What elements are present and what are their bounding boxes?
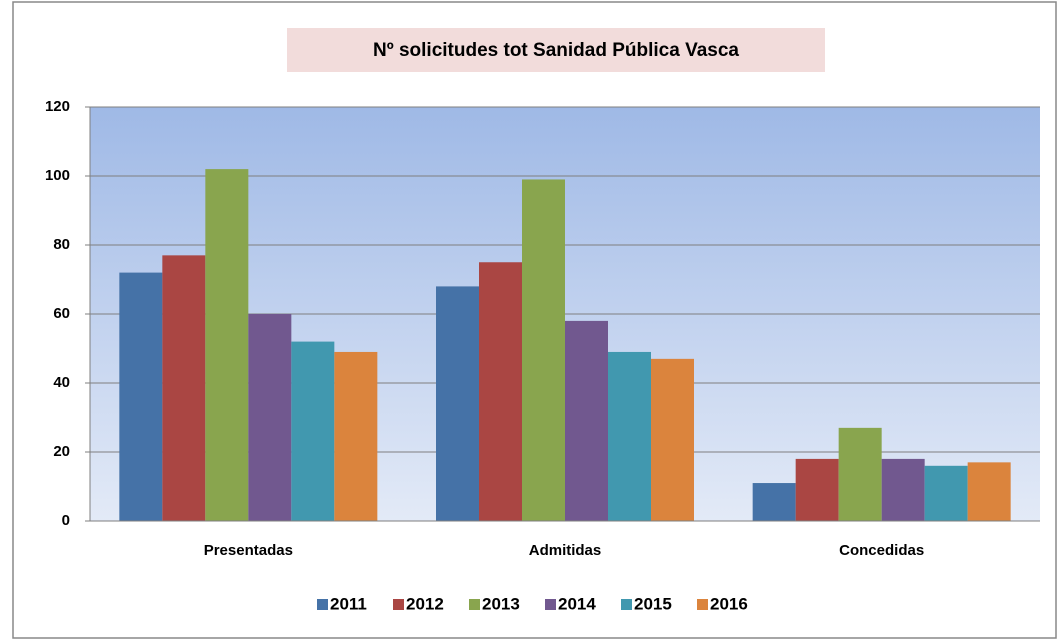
bar	[436, 286, 479, 521]
legend-label: 2016	[710, 594, 748, 613]
bar	[795, 458, 839, 521]
y-tick-label: 120	[45, 98, 70, 115]
y-tick-label: 80	[53, 236, 70, 253]
y-tick-label: 60	[53, 305, 70, 322]
legend-swatch	[621, 599, 632, 610]
bar	[205, 169, 249, 521]
legend-label: 2012	[406, 594, 444, 613]
legend-swatch	[469, 599, 480, 610]
legend-label: 2014	[558, 594, 596, 613]
x-tick-label: Presentadas	[204, 542, 293, 559]
y-tick-label: 40	[53, 374, 70, 391]
bar	[608, 351, 651, 521]
legend-swatch	[317, 599, 328, 610]
legend-swatch	[393, 599, 404, 610]
bar	[479, 262, 522, 521]
bar	[881, 458, 925, 521]
bar	[119, 272, 163, 521]
bar	[565, 320, 608, 521]
y-tick-label: 20	[53, 443, 70, 460]
y-tick-label: 100	[45, 167, 70, 184]
bar	[967, 462, 1011, 521]
bar	[522, 179, 565, 521]
bar	[752, 483, 796, 521]
bar	[162, 255, 206, 521]
x-tick-label: Admitidas	[529, 542, 602, 559]
bar	[334, 351, 378, 521]
y-tick-label: 0	[62, 512, 70, 529]
legend-swatch	[545, 599, 556, 610]
legend-swatch	[697, 599, 708, 610]
title-box	[287, 28, 825, 72]
bar	[651, 358, 694, 521]
bar	[924, 465, 968, 521]
legend-label: 2015	[634, 594, 672, 613]
bar	[248, 314, 292, 521]
chart-title: Nº solicitudes tot Sanidad Pública Vasca	[373, 40, 739, 61]
legend-label: 2013	[482, 594, 520, 613]
legend-label: 2011	[330, 594, 367, 613]
bar	[291, 341, 335, 521]
x-tick-label: Concedidas	[839, 542, 924, 559]
bar	[838, 427, 882, 521]
